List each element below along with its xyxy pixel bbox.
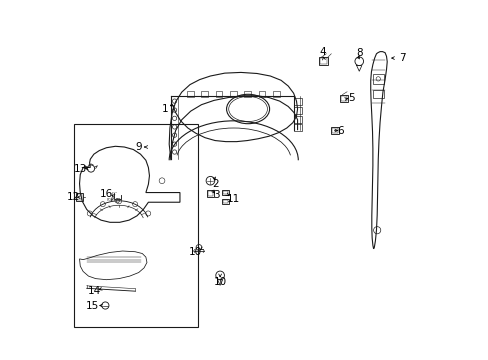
Text: 10: 10	[188, 247, 201, 257]
Text: 6: 6	[337, 126, 343, 135]
Bar	[223, 200, 228, 203]
Bar	[293, 116, 301, 123]
Text: 16: 16	[100, 189, 113, 199]
Text: 11: 11	[226, 194, 239, 204]
Bar	[223, 191, 228, 194]
Bar	[293, 124, 301, 131]
Text: 12: 12	[66, 192, 80, 202]
Bar	[244, 91, 250, 97]
Bar	[331, 128, 337, 133]
Bar	[319, 58, 326, 64]
Bar	[318, 57, 327, 65]
Bar	[215, 91, 222, 97]
Bar	[330, 127, 338, 134]
Bar	[340, 96, 346, 101]
Text: 9: 9	[135, 142, 142, 152]
Bar	[230, 91, 236, 97]
Bar	[207, 192, 212, 196]
Text: 5: 5	[347, 93, 354, 103]
Text: HG²: HG²	[109, 192, 117, 196]
Bar	[372, 90, 383, 98]
Bar	[77, 194, 81, 200]
Text: F021W: F021W	[106, 198, 120, 202]
Bar	[339, 95, 348, 102]
Bar	[273, 91, 279, 97]
Bar	[293, 98, 301, 105]
Text: 14: 14	[88, 286, 101, 296]
Text: 3: 3	[213, 190, 220, 201]
Bar	[74, 125, 198, 327]
Bar	[222, 199, 229, 204]
Bar	[372, 74, 383, 84]
Text: 4: 4	[319, 46, 325, 57]
Text: 10: 10	[213, 277, 226, 287]
Text: 7: 7	[398, 53, 405, 63]
Bar	[258, 91, 265, 97]
Bar	[76, 193, 82, 201]
Text: 8: 8	[356, 48, 363, 58]
Bar	[201, 91, 207, 97]
Text: 2: 2	[212, 179, 219, 189]
Bar	[187, 91, 193, 97]
Text: 1: 1	[162, 104, 168, 114]
Bar	[206, 190, 214, 197]
Text: 13: 13	[74, 163, 87, 174]
Bar	[222, 190, 229, 195]
Text: 15: 15	[85, 301, 99, 311]
Bar	[293, 107, 301, 114]
